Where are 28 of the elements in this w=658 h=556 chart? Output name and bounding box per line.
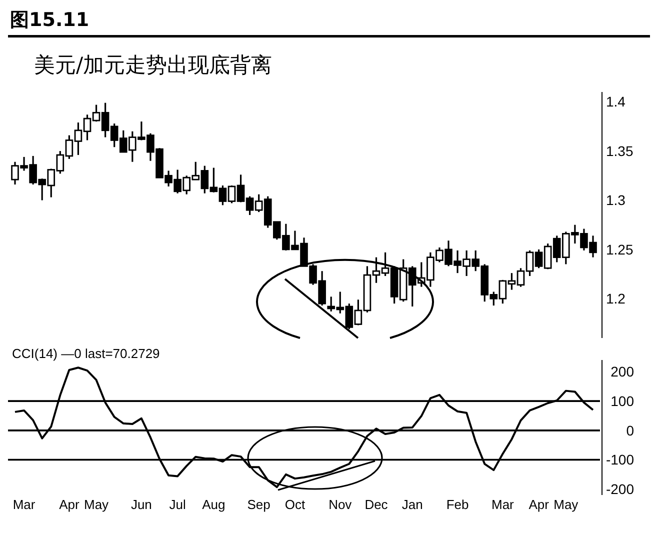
y-tick-label: 1.25 [606, 241, 634, 258]
x-tick-label: May [84, 497, 110, 512]
x-tick-label: Oct [284, 497, 306, 512]
y-tick-label: 100 [610, 392, 634, 409]
y-tick-label: -200 [606, 481, 634, 498]
y-tick-label: 1.35 [606, 142, 634, 159]
chart-title: 图15.11 [10, 9, 90, 31]
chart-subtitle: 美元/加元走势出现底背离 [34, 53, 272, 77]
x-tick-label: Jun [130, 497, 152, 512]
x-tick-label: Apr [528, 497, 550, 512]
x-tick-label: Mar [491, 497, 515, 512]
x-tick-label: Jan [402, 497, 423, 512]
chart-title: CCI(14) —0 last=70.2729 [12, 346, 160, 361]
x-tick-label: Dec [364, 497, 388, 512]
y-tick-label: 1.4 [606, 94, 626, 110]
x-tick-label: May [554, 497, 579, 512]
x-tick-label: Jul [169, 497, 186, 512]
x-tick-label: Sep [247, 497, 270, 512]
x-tick-label: Apr [59, 497, 80, 512]
x-tick-label: Nov [328, 497, 352, 512]
y-tick-label: 200 [610, 364, 634, 380]
x-tick-label: Mar [12, 497, 36, 512]
x-tick-label: Feb [446, 497, 469, 512]
x-tick-label: Aug [202, 497, 226, 512]
y-tick-label: -100 [606, 452, 634, 468]
y-tick-label: 1.2 [606, 290, 626, 307]
y-tick-label: 1.3 [606, 192, 626, 208]
y-tick-label: 0 [626, 422, 634, 438]
